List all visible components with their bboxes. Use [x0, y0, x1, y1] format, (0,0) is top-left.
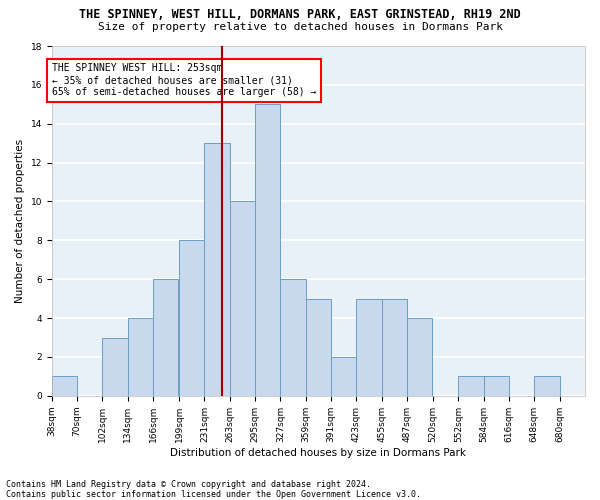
- Text: Contains HM Land Registry data © Crown copyright and database right 2024.: Contains HM Land Registry data © Crown c…: [6, 480, 371, 489]
- Bar: [255, 104, 280, 396]
- Bar: [179, 240, 205, 396]
- Bar: [484, 376, 509, 396]
- Bar: [153, 279, 178, 396]
- X-axis label: Distribution of detached houses by size in Dormans Park: Distribution of detached houses by size …: [170, 448, 466, 458]
- Bar: [52, 376, 77, 396]
- Bar: [280, 279, 306, 396]
- Bar: [128, 318, 153, 396]
- Text: THE SPINNEY, WEST HILL, DORMANS PARK, EAST GRINSTEAD, RH19 2ND: THE SPINNEY, WEST HILL, DORMANS PARK, EA…: [79, 8, 521, 20]
- Bar: [458, 376, 484, 396]
- Y-axis label: Number of detached properties: Number of detached properties: [15, 139, 25, 303]
- Bar: [205, 143, 230, 396]
- Text: THE SPINNEY WEST HILL: 253sqm
← 35% of detached houses are smaller (31)
65% of s: THE SPINNEY WEST HILL: 253sqm ← 35% of d…: [52, 64, 316, 96]
- Bar: [306, 298, 331, 396]
- Bar: [535, 376, 560, 396]
- Bar: [407, 318, 433, 396]
- Bar: [103, 338, 128, 396]
- Bar: [356, 298, 382, 396]
- Bar: [331, 357, 356, 396]
- Text: Size of property relative to detached houses in Dormans Park: Size of property relative to detached ho…: [97, 22, 503, 32]
- Bar: [382, 298, 407, 396]
- Text: Contains public sector information licensed under the Open Government Licence v3: Contains public sector information licen…: [6, 490, 421, 499]
- Bar: [230, 202, 255, 396]
